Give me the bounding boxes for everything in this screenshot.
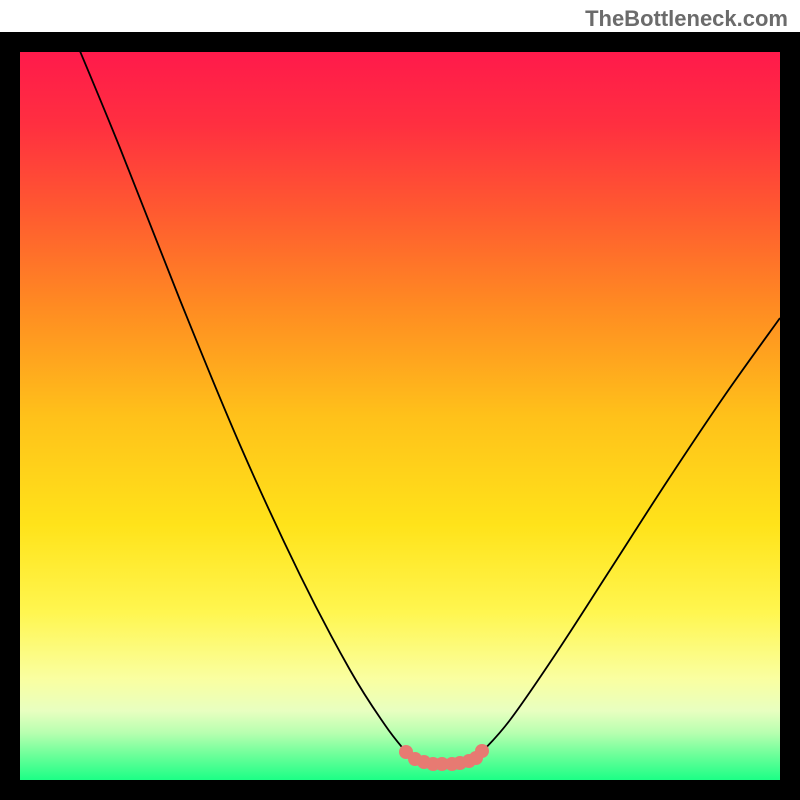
chart-svg: [0, 0, 800, 800]
gradient-background: [20, 52, 780, 780]
chart-container: TheBottleneck.com: [0, 0, 800, 800]
watermark-text: TheBottleneck.com: [585, 6, 788, 32]
marker-dot: [475, 744, 489, 758]
